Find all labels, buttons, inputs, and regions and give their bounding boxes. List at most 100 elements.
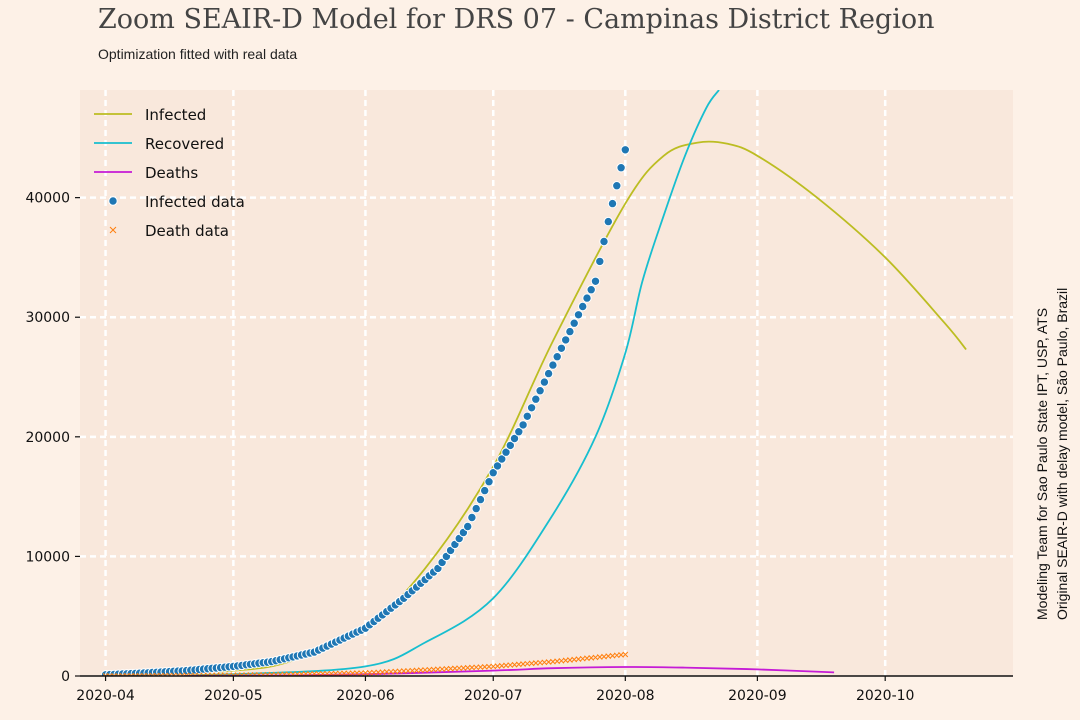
data-point-deaths: [439, 666, 445, 672]
data-point-deaths: [234, 672, 241, 676]
data-point-deaths: [260, 671, 267, 676]
data-point-deaths: [452, 665, 458, 672]
data-point-deaths: [362, 670, 369, 676]
data-point-deaths: [379, 669, 386, 675]
x-tick-label: 2020-04: [76, 688, 135, 704]
data-point-deaths: [443, 665, 450, 672]
data-point-deaths: [409, 667, 416, 674]
data-point-infected: [535, 386, 545, 396]
data-point-infected: [612, 181, 622, 191]
data-point-infected: [522, 411, 532, 421]
data-point-infected: [578, 301, 588, 312]
data-point-deaths: [371, 669, 377, 676]
data-point-deaths: [247, 672, 254, 676]
data-point-infected: [543, 368, 554, 379]
data-point-deaths: [622, 651, 629, 658]
y-tick-label: 10000: [25, 549, 70, 565]
data-point-infected: [548, 360, 558, 370]
data-point-deaths: [366, 669, 373, 676]
page-title: Zoom SEAIR-D Model for DRS 07 - Campinas…: [98, 4, 935, 35]
data-point-deaths: [456, 665, 463, 672]
data-point-deaths: [251, 672, 258, 676]
data-point-deaths: [460, 665, 467, 671]
data-point-deaths: [426, 666, 433, 673]
x-tick-label: 2020-07: [464, 688, 523, 704]
x-tick-label: 2020-05: [204, 688, 263, 704]
data-point-deaths: [383, 669, 390, 675]
legend-label: Infected data: [145, 193, 245, 211]
legend: Infected Recovered Deaths Infected data Deat…: [94, 106, 245, 240]
data-point-deaths: [486, 663, 492, 670]
data-point-infected: [556, 343, 567, 353]
data-point-deaths: [264, 671, 271, 676]
data-point-deaths: [481, 664, 488, 670]
data-point-deaths: [405, 667, 411, 674]
side-note-line2: Original SEAIR-D with delay model, São P…: [1054, 288, 1070, 620]
page-subtitle: Optimization fitted with real data: [98, 46, 298, 62]
data-point-infected: [480, 485, 490, 496]
data-point-deaths: [413, 667, 420, 674]
data-point-infected: [471, 503, 481, 514]
data-point-infected: [531, 394, 541, 404]
data-point-infected: [492, 461, 503, 471]
data-point-deaths: [243, 672, 250, 676]
data-point-infected: [569, 318, 579, 328]
data-point-deaths: [375, 669, 382, 676]
data-point-deaths: [349, 670, 356, 676]
data-point-deaths: [473, 664, 480, 671]
data-point-deaths: [239, 672, 245, 676]
data-point-deaths: [332, 670, 339, 676]
data-point-deaths: [477, 664, 484, 670]
legend-label: Recovered: [145, 135, 224, 153]
y-tick-label: 0: [61, 669, 70, 685]
data-point-deaths: [256, 671, 262, 676]
x-tick-label: 2020-08: [596, 688, 655, 704]
data-point-deaths: [447, 665, 454, 672]
data-point-infected: [514, 427, 524, 437]
data-point-deaths: [273, 671, 279, 676]
x-tick-label: 2020-06: [336, 688, 395, 704]
x-tick-label: 2020-09: [728, 688, 787, 704]
data-point-infected: [565, 326, 575, 337]
data-point-deaths: [281, 671, 288, 676]
data-point-deaths: [417, 667, 424, 674]
legend-swatch: [108, 196, 118, 206]
y-tick-label: 40000: [25, 191, 70, 207]
data-point-deaths: [277, 671, 284, 676]
y-tick-label: 20000: [25, 430, 70, 446]
data-point-deaths: [430, 666, 437, 673]
data-point-deaths: [388, 668, 394, 675]
data-point-infected: [573, 310, 584, 320]
legend-swatch: [109, 226, 117, 234]
grid: [80, 90, 1013, 676]
data-point-infected: [590, 276, 601, 286]
data-point-infected: [463, 521, 473, 532]
legend-label: Deaths: [145, 164, 198, 182]
data-point-deaths: [392, 668, 399, 675]
series-line-recovered: [105, 90, 720, 676]
data-point-deaths: [400, 668, 407, 674]
data-point-deaths: [354, 670, 360, 676]
data-point-infected: [467, 512, 477, 523]
data-point-infected: [501, 447, 511, 457]
data-point-infected: [475, 494, 486, 505]
data-point-infected: [488, 468, 498, 478]
data-point-infected: [582, 293, 592, 303]
side-note-line1: Modeling Team for Sao Paulo State IPT, U…: [1034, 308, 1050, 620]
data-point-infected: [552, 352, 562, 362]
data-point-infected: [616, 163, 626, 173]
data-point-infected: [497, 454, 507, 464]
data-point-infected: [539, 377, 550, 387]
data-point-deaths: [422, 667, 428, 673]
data-point-deaths: [464, 664, 471, 671]
y-tick-label: 30000: [25, 310, 70, 326]
data-point-infected: [603, 216, 613, 227]
data-point-infected: [526, 403, 537, 413]
data-point-deaths: [358, 670, 365, 676]
data-point-deaths: [435, 666, 441, 673]
data-point-infected: [505, 440, 515, 451]
data-point-deaths: [341, 670, 347, 676]
x-tick-label: 2020-10: [856, 688, 915, 704]
data-point-infected: [607, 198, 618, 209]
